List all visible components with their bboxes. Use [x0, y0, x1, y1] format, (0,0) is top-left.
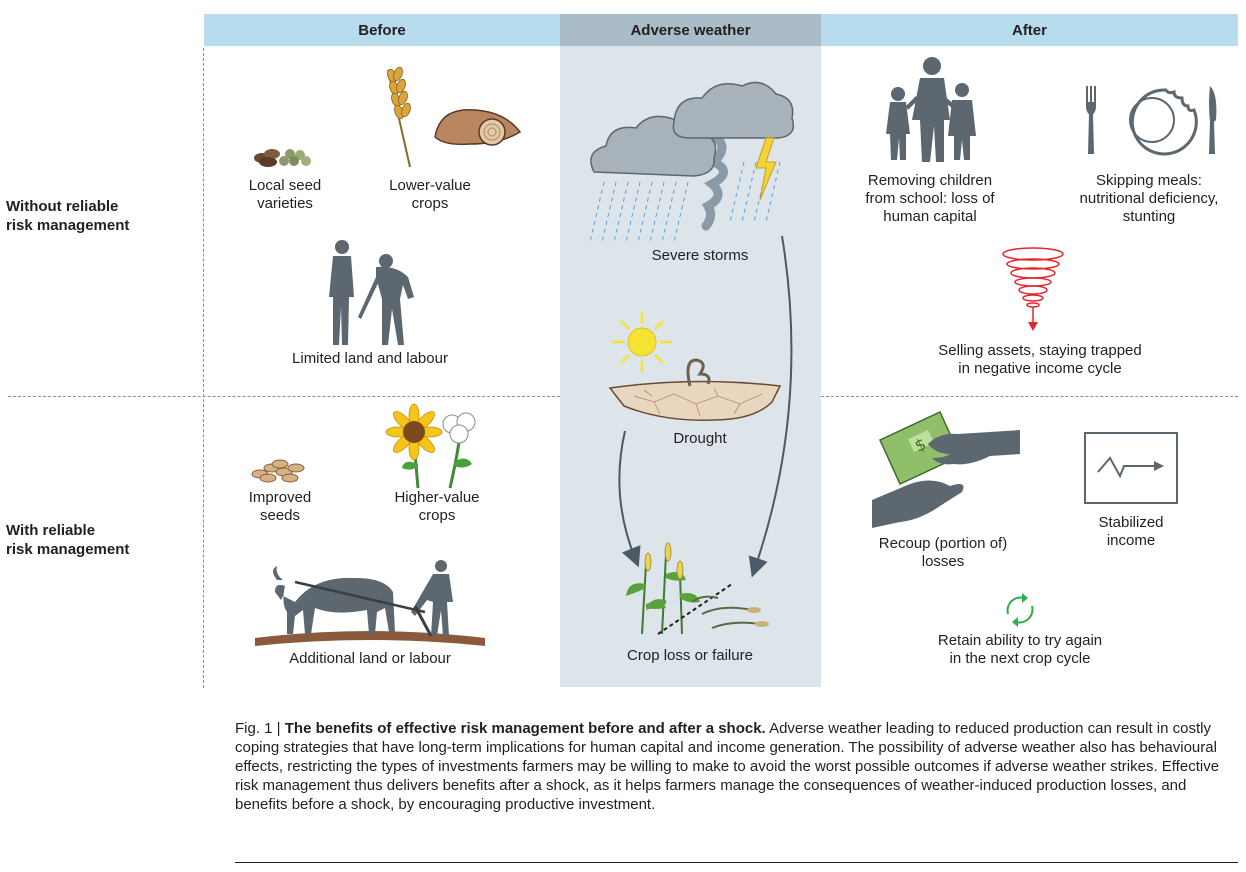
vertical-divider — [203, 48, 204, 688]
caption-body: Adverse weather leading to reduced produ… — [235, 720, 1220, 813]
downward-spiral-icon — [1002, 247, 1064, 331]
label-crop-loss: Crop loss or failure — [627, 647, 753, 664]
wheat-sweet-potato-icon — [387, 66, 522, 168]
cycle-arrows-icon — [1006, 593, 1034, 627]
label-retain: Retain ability to try again in the next … — [937, 632, 1103, 667]
farmers-icon — [329, 240, 414, 345]
label-higher-value: Higher-value crops — [394, 489, 480, 524]
money-hands-icon: $ — [872, 411, 1020, 528]
sunflower-cotton-icon — [385, 403, 476, 489]
family-icon — [886, 57, 976, 162]
header-adverse-label: Adverse weather — [630, 21, 751, 39]
header-before: Before — [204, 14, 560, 46]
caption-rule — [235, 862, 1238, 863]
row-divider-left — [8, 396, 560, 397]
label-drought: Drought — [673, 430, 727, 447]
seed-pile-icon — [254, 149, 311, 167]
header-after-label: After — [1011, 21, 1047, 39]
label-severe-storms: Severe storms — [651, 247, 749, 264]
row-label-without: Without reliable risk management — [6, 198, 130, 234]
ox-plough-icon — [255, 560, 485, 646]
label-recoup: Recoup (portion of) losses — [878, 535, 1008, 570]
label-local-seed: Local seed varieties — [248, 177, 322, 212]
label-removing-children: Removing children from school: loss of h… — [865, 172, 995, 225]
label-skipping-meals: Skipping meals: nutritional deficiency, … — [1079, 172, 1219, 225]
figure-caption: Fig. 1 | The benefits of effective risk … — [235, 719, 1235, 814]
sun-drought-icon — [608, 312, 782, 421]
income-chart-icon — [1084, 432, 1178, 504]
storm-to-failure-arrow — [618, 235, 793, 578]
label-additional-land: Additional land or labour — [289, 650, 451, 667]
header-before-label: Before — [358, 21, 406, 39]
label-selling-assets: Selling assets, staying trapped in negat… — [938, 342, 1142, 377]
plate-cutlery-icon — [1086, 86, 1217, 156]
header-adverse-weather: Adverse weather — [560, 14, 821, 46]
caption-title: The benefits of effective risk managemen… — [284, 720, 766, 737]
row-label-with: With reliable risk management — [6, 522, 130, 558]
row-divider-right — [821, 396, 1238, 397]
improved-seeds-icon — [251, 459, 305, 483]
label-limited-land: Limited land and labour — [292, 350, 448, 367]
caption-fig-number: Fig. 1 | — [235, 720, 285, 737]
crop-failure-icon — [626, 542, 769, 635]
label-lower-value: Lower-value crops — [389, 177, 471, 212]
storm-cloud-tornado-icon — [589, 81, 795, 243]
label-improved-seeds: Improved seeds — [248, 489, 312, 524]
header-after: After — [821, 14, 1238, 46]
label-stabilized: Stabilized income — [1098, 514, 1164, 549]
